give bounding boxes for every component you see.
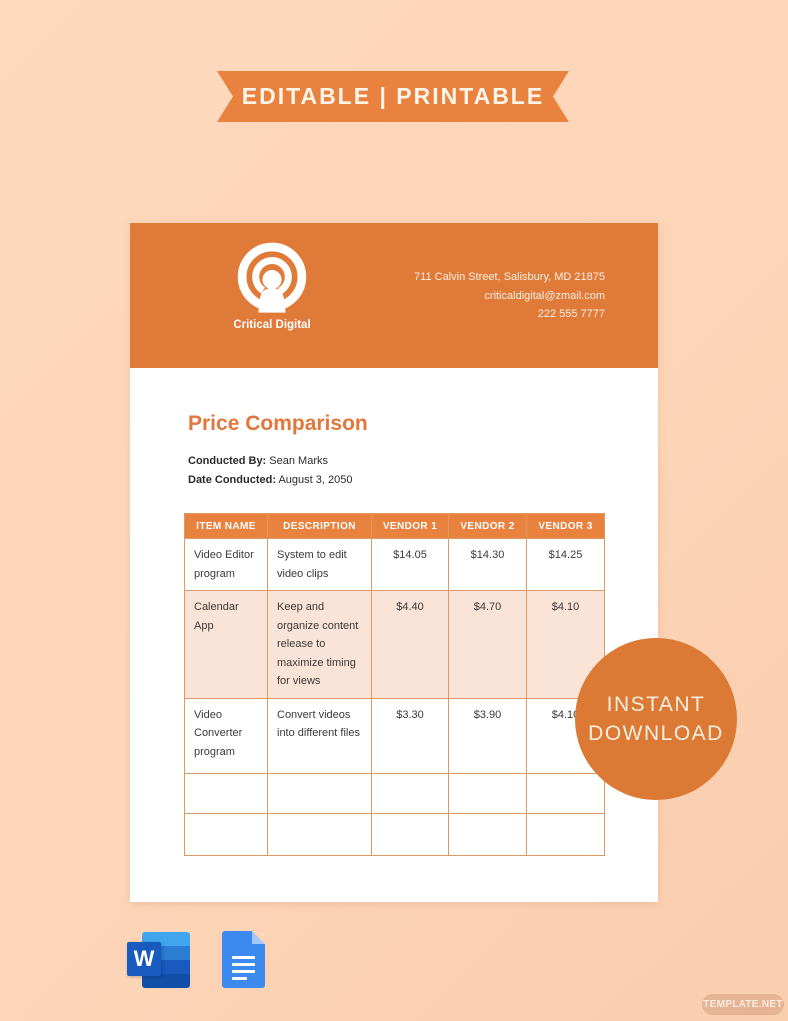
email-line: criticaldigital@zmail.com (484, 289, 605, 302)
critical-digital-logo-icon (237, 242, 307, 313)
cell-vendor2-price (448, 772, 527, 814)
document-meta: Conducted By: Sean Marks Date Conducted:… (188, 452, 352, 489)
cell-vendor1-price: $3.30 (371, 697, 449, 774)
column-header-item-name: ITEM NAME (184, 513, 268, 539)
cell-description (267, 812, 372, 856)
company-logo: Critical Digital (202, 241, 342, 331)
address-line: 711 Calvin Street, Salisbury, MD 21875 (414, 271, 605, 283)
cell-item (184, 772, 268, 814)
document-preview: Critical Digital 711 Calvin Street, Sali… (130, 223, 658, 902)
column-header-vendor-1: VENDOR 1 (371, 513, 449, 539)
cell-vendor2-price: $14.30 (448, 538, 527, 591)
column-header-vendor-2: VENDOR 2 (448, 513, 527, 539)
badge-line2: DOWNLOAD (588, 722, 724, 745)
google-docs-icon[interactable] (222, 931, 265, 988)
cell-item (184, 812, 268, 856)
conducted-by-line: Conducted By: Sean Marks (188, 452, 352, 471)
document-title: Price Comparison (188, 412, 368, 435)
cell-description (267, 772, 372, 814)
column-header-vendor-3: VENDOR 3 (526, 513, 605, 539)
cell-vendor1-price (371, 772, 449, 814)
contact-info: 711 Calvin Street, Salisbury, MD 21875 c… (414, 268, 605, 324)
date-conducted-value: August 3, 2050 (278, 473, 353, 486)
template-net-watermark: TEMPLATE.NET (702, 994, 784, 1015)
cell-item: Calendar App (184, 590, 268, 699)
cell-vendor2-price (448, 812, 527, 856)
conducted-by-value: Sean Marks (269, 455, 328, 467)
date-conducted-line: Date Conducted: August 3, 2050 (188, 471, 352, 490)
cell-vendor1-price: $4.40 (371, 590, 449, 699)
cell-item: Video Converter program (184, 697, 268, 774)
watermark-label: TEMPLATE.NET (703, 999, 783, 1010)
cell-description: System to edit video clips (267, 538, 372, 591)
cell-description: Convert videos into different files (267, 697, 372, 774)
cell-vendor2-price: $3.90 (448, 697, 527, 774)
table-header-row: ITEM NAME DESCRIPTION VENDOR 1 VENDOR 2 … (184, 513, 605, 539)
table-row-empty (184, 772, 605, 814)
editable-printable-ribbon: EDITABLE | PRINTABLE (217, 71, 569, 122)
cell-vendor3-price: $14.25 (526, 538, 605, 591)
instant-download-badge[interactable]: INSTANT DOWNLOAD (575, 638, 737, 800)
cell-description: Keep and organize content release to max… (267, 590, 372, 699)
conducted-by-label: Conducted By: (188, 455, 267, 467)
table-row: Video Converter program Convert videos i… (184, 697, 605, 774)
cell-vendor3-price (526, 772, 605, 814)
cell-item: Video Editor program (184, 538, 268, 591)
google-docs-fold (252, 931, 265, 944)
table-row: Video Editor program System to edit vide… (184, 538, 605, 591)
phone-line: 222 555 7777 (537, 308, 605, 320)
google-docs-text-lines (232, 956, 255, 984)
cell-vendor1-price: $14.05 (371, 538, 449, 591)
ms-word-letter: W (127, 942, 161, 976)
company-name: Critical Digital (233, 319, 311, 331)
letterhead: Critical Digital 711 Calvin Street, Sali… (130, 223, 658, 368)
badge-line1: INSTANT (606, 693, 706, 716)
column-header-description: DESCRIPTION (267, 513, 372, 539)
table-row-empty (184, 812, 605, 856)
cell-vendor1-price (371, 812, 449, 856)
ms-word-icon[interactable]: W (127, 931, 193, 989)
table-row: Calendar App Keep and organize content r… (184, 590, 605, 699)
cell-vendor3-price: $4.10 (526, 590, 605, 699)
cell-vendor3-price (526, 812, 605, 856)
date-conducted-label: Date Conducted: (188, 473, 276, 486)
price-comparison-table: ITEM NAME DESCRIPTION VENDOR 1 VENDOR 2 … (184, 513, 605, 856)
cell-vendor2-price: $4.70 (448, 590, 527, 699)
ribbon-label: EDITABLE | PRINTABLE (241, 83, 545, 109)
